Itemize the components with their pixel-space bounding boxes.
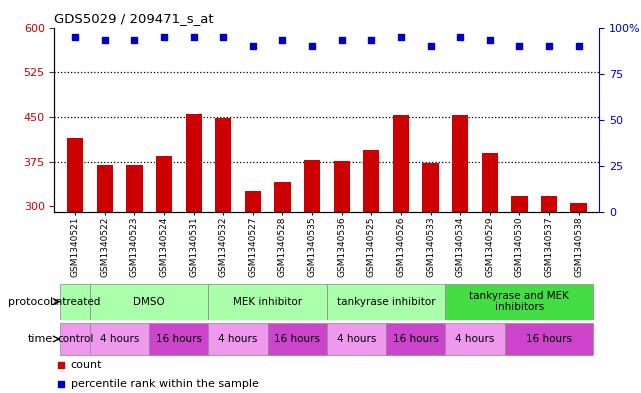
Point: [455, 33, 465, 40]
Bar: [386, 323, 445, 355]
Bar: [268, 323, 327, 355]
Bar: [60, 284, 90, 320]
Bar: [445, 323, 504, 355]
Point: [56, 362, 66, 368]
Text: 16 hours: 16 hours: [156, 334, 202, 344]
Point: [70, 33, 80, 40]
Text: MEK inhibitor: MEK inhibitor: [233, 297, 303, 307]
Text: 16 hours: 16 hours: [393, 334, 438, 344]
Bar: [327, 284, 445, 320]
Point: [278, 37, 288, 44]
Bar: [304, 160, 320, 212]
Point: [307, 43, 317, 49]
Text: DMSO: DMSO: [133, 297, 165, 307]
Bar: [90, 323, 149, 355]
Text: 4 hours: 4 hours: [455, 334, 495, 344]
Text: count: count: [71, 360, 103, 370]
Point: [395, 33, 406, 40]
Point: [426, 43, 436, 49]
Text: time: time: [28, 334, 53, 344]
Bar: [208, 284, 327, 320]
Bar: [215, 118, 231, 212]
Point: [544, 43, 554, 49]
Point: [56, 380, 66, 387]
Bar: [422, 163, 438, 212]
Text: 16 hours: 16 hours: [274, 334, 320, 344]
Text: 4 hours: 4 hours: [100, 334, 139, 344]
Bar: [97, 165, 113, 212]
Text: 4 hours: 4 hours: [337, 334, 376, 344]
Bar: [274, 182, 290, 212]
Bar: [126, 165, 142, 212]
Text: tankyrase inhibitor: tankyrase inhibitor: [337, 297, 435, 307]
Point: [129, 37, 140, 44]
Bar: [245, 191, 261, 212]
Bar: [185, 114, 202, 212]
Text: 4 hours: 4 hours: [219, 334, 258, 344]
Text: control: control: [57, 334, 94, 344]
Bar: [541, 196, 557, 212]
Text: GDS5029 / 209471_s_at: GDS5029 / 209471_s_at: [54, 12, 214, 25]
Bar: [481, 152, 498, 212]
Bar: [60, 323, 90, 355]
Bar: [512, 196, 528, 212]
Bar: [90, 284, 208, 320]
Text: 16 hours: 16 hours: [526, 334, 572, 344]
Point: [100, 37, 110, 44]
Text: protocol: protocol: [8, 297, 53, 307]
Bar: [208, 323, 268, 355]
Point: [188, 33, 199, 40]
Point: [514, 43, 524, 49]
Point: [337, 37, 347, 44]
Point: [574, 43, 584, 49]
Text: untreated: untreated: [49, 297, 101, 307]
Point: [159, 33, 169, 40]
Point: [366, 37, 376, 44]
Bar: [452, 115, 469, 212]
Bar: [504, 323, 594, 355]
Bar: [363, 150, 379, 212]
Bar: [327, 323, 386, 355]
Point: [485, 37, 495, 44]
Bar: [333, 161, 350, 212]
Bar: [156, 156, 172, 212]
Bar: [445, 284, 594, 320]
Bar: [393, 115, 409, 212]
Text: percentile rank within the sample: percentile rank within the sample: [71, 378, 259, 389]
Text: tankyrase and MEK
inhibitors: tankyrase and MEK inhibitors: [469, 291, 569, 312]
Bar: [67, 138, 83, 212]
Bar: [570, 203, 587, 212]
Point: [248, 43, 258, 49]
Bar: [149, 323, 208, 355]
Point: [218, 33, 228, 40]
